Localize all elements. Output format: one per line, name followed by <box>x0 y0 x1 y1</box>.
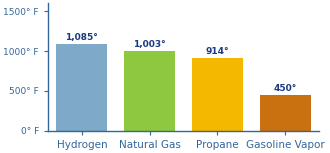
Bar <box>260 95 311 131</box>
Bar <box>56 44 107 131</box>
Bar <box>192 58 243 131</box>
Text: 1,003°: 1,003° <box>133 40 166 49</box>
Text: 914°: 914° <box>206 47 229 56</box>
Bar <box>124 51 175 131</box>
Text: 1,085°: 1,085° <box>66 33 98 42</box>
Text: 450°: 450° <box>274 84 297 93</box>
